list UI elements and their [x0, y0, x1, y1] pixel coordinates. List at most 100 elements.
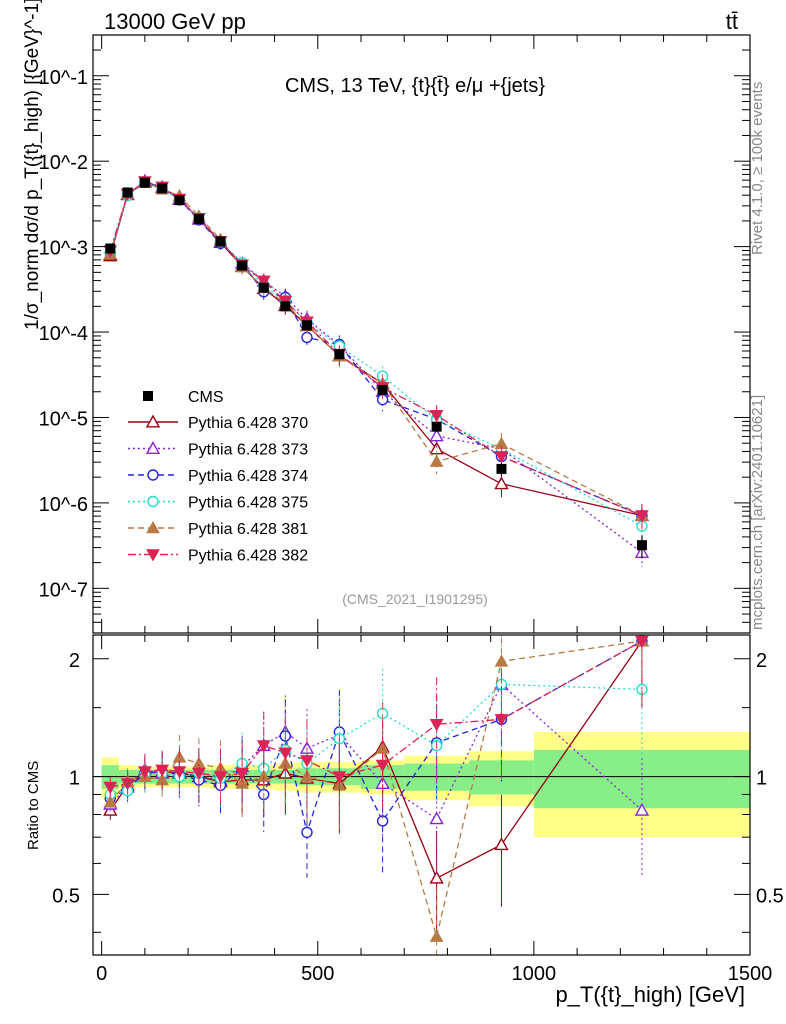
main-panel-series [103, 173, 650, 568]
data-point [496, 463, 507, 474]
ratio-line [109, 640, 643, 940]
ratio-tick-label-right: 0.5 [756, 885, 784, 907]
legend-label: Pythia 6.428 374 [188, 468, 308, 485]
x-tick-label: 500 [301, 963, 334, 985]
series-line [109, 181, 643, 517]
data-point [122, 187, 133, 198]
data-point [174, 195, 185, 206]
series-point [494, 476, 509, 490]
ratio-point [213, 771, 228, 784]
x-axis-label: p_T({t}_high) [GeV] [555, 982, 745, 1007]
ratio-point [376, 815, 389, 827]
ratio-panel-series [103, 635, 650, 955]
ratio-point [301, 826, 313, 839]
ratio-point [634, 802, 650, 816]
data-point [377, 384, 388, 395]
ratio-point [635, 635, 649, 649]
ratio-point [494, 714, 509, 727]
ratio-line [110, 683, 642, 796]
ratio-point [332, 771, 347, 784]
series-line [109, 181, 643, 517]
legend-item: Pythia 6.428 382 [128, 548, 308, 565]
y-tick-label: 10^-7 [39, 579, 88, 601]
legend-label: CMS [188, 389, 224, 406]
legend-label: Pythia 6.428 373 [188, 442, 308, 459]
ratio-point [300, 755, 314, 768]
legend-marker [145, 441, 161, 454]
ratio-point [278, 747, 293, 760]
series-point [429, 409, 444, 423]
main-frame [92, 34, 751, 634]
ratio-point [429, 811, 444, 825]
legend-marker [146, 549, 160, 562]
ratio-tick-label: 2 [69, 650, 80, 672]
legend-marker [147, 495, 159, 508]
series-line [109, 180, 643, 517]
ratio-tick-label-right: 1 [756, 768, 767, 790]
ratio-point [103, 795, 118, 808]
series-point [301, 331, 313, 344]
ratio-frame [92, 634, 751, 956]
data-point [636, 540, 647, 551]
legend-marker [143, 391, 153, 401]
ratio-point [103, 781, 118, 795]
series-point [256, 275, 271, 289]
data-point [139, 177, 150, 188]
ratio-line [110, 640, 643, 788]
y-tick-label: 10^-4 [39, 323, 88, 345]
ratio-point [494, 837, 509, 851]
analysis-tag: (CMS_2021_I1901295) [342, 591, 488, 607]
ratio-point [429, 719, 444, 732]
legend: CMS Pythia 6.428 370 Pythia 6.428 373 Pythi… [128, 389, 308, 565]
data-point [105, 243, 116, 254]
ratio-point [235, 767, 249, 781]
legend-label: Pythia 6.428 382 [188, 548, 308, 565]
series-point [429, 454, 444, 467]
series-line [109, 181, 643, 517]
data-points [105, 177, 647, 559]
ratio-point [429, 870, 444, 884]
ratio-tick-label: 1 [69, 768, 80, 790]
ratio-line [109, 683, 643, 820]
legend-marker [147, 469, 159, 481]
ratio-tick-label-right: 2 [756, 650, 767, 672]
ratio-point [172, 766, 187, 779]
legend-item: Pythia 6.428 370 [128, 414, 308, 432]
ratio-point [375, 759, 390, 773]
data-point [157, 183, 168, 194]
x-tick-label: 0 [96, 963, 107, 985]
legend-item: Pythia 6.428 374 [128, 468, 308, 485]
ratio-point [256, 740, 271, 753]
chart-title: CMS, 13 TeV, {t}{t̄} e/μ +{jets} [285, 75, 545, 97]
data-point [301, 320, 312, 331]
rivet-label: Rivet 4.1.0, ≥ 100k events [749, 82, 766, 255]
series-line [109, 181, 643, 527]
ratio-point [429, 929, 444, 942]
ratio-line [109, 640, 643, 835]
y-tick-label: 10^-1 [39, 67, 88, 89]
series-point [494, 451, 509, 464]
header-right: tt̄ [726, 9, 738, 34]
y-tick-label: 10^-6 [39, 494, 88, 516]
legend-item: Pythia 6.428 375 [128, 495, 308, 512]
y-axis-label: 1/σ_norm dσ/d p_T({t}_high) [{GeV}^-1] [22, 0, 43, 330]
y-tick-label: 10^-2 [39, 152, 88, 174]
y-tick-label: 10^-5 [39, 408, 88, 430]
legend-marker [146, 520, 160, 534]
data-point [280, 301, 291, 312]
ratio-point [138, 766, 152, 779]
legend-item: Pythia 6.428 373 [128, 441, 308, 459]
header-left: 13000 GeV pp [104, 9, 246, 34]
ratio-axis-label: Ratio to CMS [25, 761, 42, 850]
legend-label: Pythia 6.428 375 [188, 495, 308, 512]
data-point [334, 349, 345, 360]
ratio-point [192, 767, 206, 781]
ratio-point [120, 778, 135, 791]
ratio-point [155, 764, 170, 777]
y-tick-label: 10^-3 [39, 238, 88, 260]
legend-item: Pythia 6.428 381 [128, 520, 308, 538]
ratio-tick-label: 0.5 [52, 885, 80, 907]
data-point [431, 421, 442, 432]
data-point [258, 282, 269, 293]
